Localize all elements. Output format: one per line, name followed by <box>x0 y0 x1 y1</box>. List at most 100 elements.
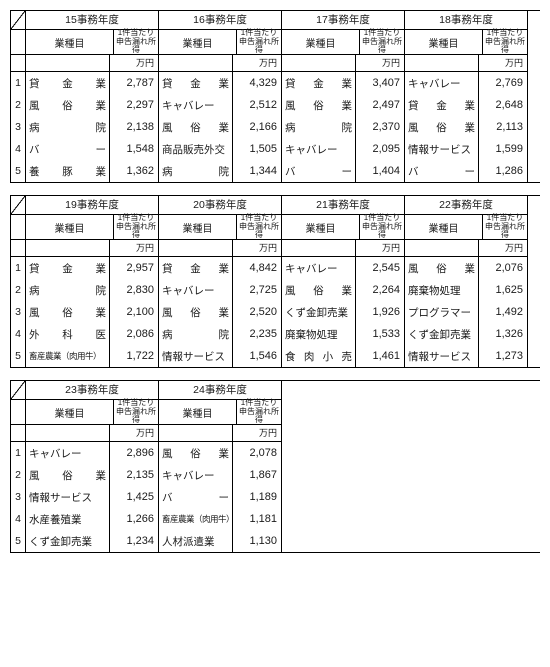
diagonal-cell <box>11 196 25 215</box>
table-row: 貸金業3,407 <box>282 72 404 94</box>
spacer <box>11 55 25 72</box>
kind-header: 業種目 <box>26 400 114 424</box>
rank-cell: 5 <box>11 345 25 367</box>
value-cell: 2,830 <box>110 279 158 301</box>
table-block: 1234515事務年度業種目1件当たり申告漏れ所得万円貸金業2,787風俗業2,… <box>10 10 540 183</box>
kind-cell: 病院 <box>159 323 233 345</box>
kind-cell: 風俗業 <box>282 279 356 301</box>
table-row: キャバレー2,769 <box>405 72 527 94</box>
kind-cell: キャバレー <box>159 279 233 301</box>
table-row: 情報サービス1,599 <box>405 138 527 160</box>
kind-cell: 風俗業 <box>26 94 110 116</box>
spacer <box>26 55 110 71</box>
value-cell: 1,344 <box>233 160 281 182</box>
value-cell: 1,130 <box>233 530 281 552</box>
kind-cell: 廃棄物処理 <box>282 323 356 345</box>
diagonal-cell <box>11 11 25 30</box>
table-row: 畜産農業（肉用牛）1,722 <box>26 345 158 367</box>
kind-cell: 病院 <box>26 279 110 301</box>
value-cell: 1,533 <box>356 323 404 345</box>
kind-cell: 風俗業 <box>26 464 110 486</box>
spacer <box>26 240 110 256</box>
value-cell: 2,512 <box>233 94 281 116</box>
unit-row: 万円 <box>159 240 281 257</box>
kind-cell: 貸金業 <box>405 94 479 116</box>
table-row: プログラマー1,492 <box>405 301 527 323</box>
value-header: 1件当たり申告漏れ所得 <box>237 400 281 424</box>
data-rows: 風俗業2,076廃棄物処理1,625プログラマー1,492くず金卸売業1,326… <box>405 257 527 367</box>
value-cell: 1,722 <box>110 345 158 367</box>
table-row: 風俗業2,135 <box>26 464 158 486</box>
subheader-row: 業種目1件当たり申告漏れ所得 <box>282 215 404 240</box>
value-cell: 1,362 <box>110 160 158 182</box>
value-cell: 2,957 <box>110 257 158 279</box>
year-group: 16事務年度業種目1件当たり申告漏れ所得万円貸金業4,329キャバレー2,512… <box>159 11 282 182</box>
rank-cell: 2 <box>11 464 25 486</box>
table-row: バー1,548 <box>26 138 158 160</box>
rank-cell: 3 <box>11 116 25 138</box>
subheader-row: 業種目1件当たり申告漏れ所得 <box>26 30 158 55</box>
value-cell: 2,787 <box>110 72 158 94</box>
value-cell: 1,326 <box>479 323 527 345</box>
subheader-row: 業種目1件当たり申告漏れ所得 <box>159 30 281 55</box>
value-cell: 1,461 <box>356 345 404 367</box>
unit-label: 万円 <box>233 55 281 71</box>
unit-row: 万円 <box>159 55 281 72</box>
subheader-row: 業種目1件当たり申告漏れ所得 <box>26 215 158 240</box>
table-row: キャバレー2,896 <box>26 442 158 464</box>
rank-cell: 4 <box>11 508 25 530</box>
unit-row: 万円 <box>26 240 158 257</box>
kind-cell: 情報サービス <box>26 486 110 508</box>
table-row: 貸金業2,787 <box>26 72 158 94</box>
kind-cell: 風俗業 <box>159 301 233 323</box>
table-row: 病院2,235 <box>159 323 281 345</box>
kind-cell: バー <box>26 138 110 160</box>
data-rows: キャバレー2,769貸金業2,648風俗業2,113情報サービス1,599バー1… <box>405 72 527 182</box>
rank-column: 12345 <box>11 11 26 182</box>
value-cell: 2,769 <box>479 72 527 94</box>
kind-cell: 風俗業 <box>26 301 110 323</box>
kind-cell: 病院 <box>159 160 233 182</box>
unit-label: 万円 <box>110 55 158 71</box>
value-cell: 2,545 <box>356 257 404 279</box>
spacer <box>11 30 25 55</box>
kind-cell: 水産養殖業 <box>26 508 110 530</box>
spacer <box>405 55 479 71</box>
table-row: 風俗業2,497 <box>282 94 404 116</box>
unit-label: 万円 <box>110 425 158 441</box>
kind-cell: 畜産農業（肉用牛） <box>26 345 110 367</box>
value-cell: 2,896 <box>110 442 158 464</box>
value-cell: 1,425 <box>110 486 158 508</box>
spacer <box>159 425 233 441</box>
unit-row: 万円 <box>26 425 158 442</box>
subheader-row: 業種目1件当たり申告漏れ所得 <box>159 400 281 425</box>
table-row: 廃棄物処理1,533 <box>282 323 404 345</box>
value-cell: 2,497 <box>356 94 404 116</box>
table-row: 貸金業4,329 <box>159 72 281 94</box>
unit-label: 万円 <box>233 240 281 256</box>
unit-label: 万円 <box>479 240 527 256</box>
year-group: 21事務年度業種目1件当たり申告漏れ所得万円キャバレー2,545風俗業2,264… <box>282 196 405 367</box>
table-row: くず金卸売業1,926 <box>282 301 404 323</box>
value-cell: 1,189 <box>233 486 281 508</box>
table-row: 外科医2,086 <box>26 323 158 345</box>
value-cell: 2,076 <box>479 257 527 279</box>
unit-label: 万円 <box>356 55 404 71</box>
table-row: 食肉小売1,461 <box>282 345 404 367</box>
unit-label: 万円 <box>233 425 281 441</box>
spacer <box>11 240 25 257</box>
kind-header: 業種目 <box>159 400 237 424</box>
kind-cell: 貸金業 <box>26 72 110 94</box>
kind-cell: キャバレー <box>282 138 356 160</box>
kind-cell: キャバレー <box>159 94 233 116</box>
value-cell: 2,725 <box>233 279 281 301</box>
kind-cell: バー <box>282 160 356 182</box>
value-cell: 1,181 <box>233 508 281 530</box>
value-cell: 2,235 <box>233 323 281 345</box>
table-row: 風俗業2,078 <box>159 442 281 464</box>
table-row: 風俗業2,076 <box>405 257 527 279</box>
table-row: 病院2,370 <box>282 116 404 138</box>
unit-row: 万円 <box>405 55 527 72</box>
value-header: 1件当たり申告漏れ所得 <box>483 215 527 239</box>
table-row: 病院2,830 <box>26 279 158 301</box>
